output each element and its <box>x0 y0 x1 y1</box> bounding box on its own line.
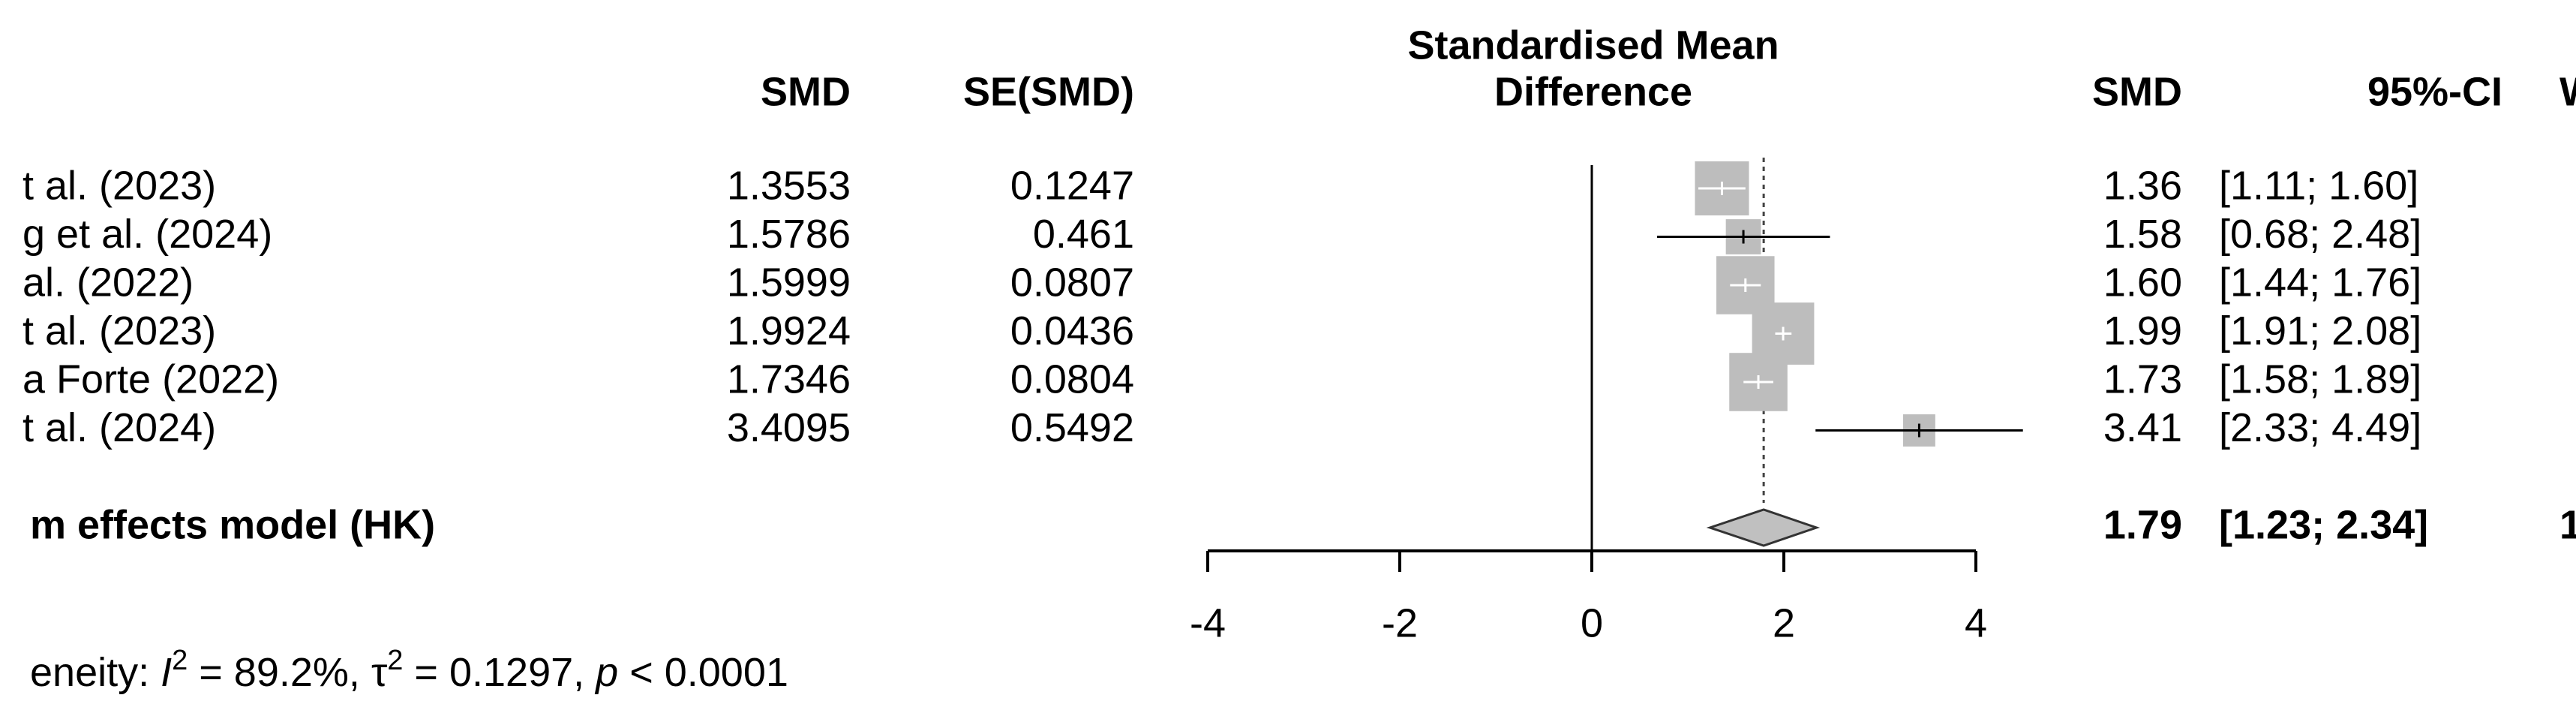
smd-value: 1.5786 <box>727 212 851 257</box>
study-label: t al. (2024) <box>23 405 216 450</box>
smd-value: 3.4095 <box>727 405 851 450</box>
study-label: a Forte (2022) <box>23 357 279 402</box>
x-tick-label: 4 <box>1965 600 1987 645</box>
summary-label: m effects model (HK) <box>30 502 435 547</box>
x-tick-label: -2 <box>1382 600 1418 645</box>
smd-label: 1.60 <box>2103 260 2182 305</box>
het-sup: 2 <box>387 645 403 676</box>
se-value: 0.0804 <box>1010 357 1134 402</box>
het-text: eneity: <box>30 650 161 695</box>
column-header: SMD <box>2092 69 2182 114</box>
x-tick-label: 2 <box>1773 600 1795 645</box>
ci-label: [1.11; 1.60] <box>2219 163 2418 208</box>
smd-label: 1.73 <box>2103 357 2182 402</box>
study-label: t al. (2023) <box>23 163 216 208</box>
study-label: al. (2022) <box>23 260 194 305</box>
smd-value: 1.3553 <box>727 163 851 208</box>
het-text: τ <box>371 650 387 695</box>
column-header: SE(SMD) <box>963 69 1134 114</box>
summary-weight: 1 <box>2559 502 2576 547</box>
heterogeneity: eneity: I2 = 89.2%, τ2 = 0.1297, p < 0.0… <box>30 645 788 695</box>
se-value: 0.461 <box>1033 212 1134 257</box>
smd-label: 3.41 <box>2103 405 2182 450</box>
se-value: 0.0436 <box>1010 308 1134 354</box>
smd-label: 1.99 <box>2103 308 2182 354</box>
x-tick-label: 0 <box>1581 600 1603 645</box>
smd-value: 1.5999 <box>727 260 851 305</box>
se-value: 0.0807 <box>1010 260 1134 305</box>
axis-title: Standardised Mean <box>1407 23 1779 68</box>
se-value: 0.5492 <box>1010 405 1134 450</box>
het-text: = 89.2%, <box>188 650 371 695</box>
x-tick-label: -4 <box>1190 600 1226 645</box>
column-header: W <box>2559 69 2576 114</box>
ci-label: [1.44; 1.76] <box>2219 260 2421 305</box>
het-text: p <box>594 650 618 695</box>
het-text: I <box>161 650 172 695</box>
het-sup: 2 <box>172 645 188 676</box>
summary-estimate: 1.79 <box>2103 502 2182 547</box>
column-header: 95%-CI <box>2367 69 2502 114</box>
summary-ci: [1.23; 2.34] <box>2219 502 2428 547</box>
smd-value: 1.7346 <box>727 357 851 402</box>
het-text: < 0.0001 <box>618 650 788 695</box>
ci-label: [1.58; 1.89] <box>2219 357 2421 402</box>
ci-label: [2.33; 4.49] <box>2219 405 2421 450</box>
het-text: = 0.1297, <box>403 650 596 695</box>
column-header: SMD <box>761 69 851 114</box>
ci-label: [0.68; 2.48] <box>2219 212 2421 257</box>
ci-label: [1.91; 2.08] <box>2219 308 2421 354</box>
smd-value: 1.9924 <box>727 308 851 354</box>
axis-title: Difference <box>1494 69 1692 114</box>
smd-label: 1.36 <box>2103 163 2182 208</box>
smd-label: 1.58 <box>2103 212 2182 257</box>
se-value: 0.1247 <box>1010 163 1134 208</box>
summary-diamond <box>1706 508 1821 547</box>
study-label: g et al. (2024) <box>23 212 272 257</box>
study-label: t al. (2023) <box>23 308 216 354</box>
